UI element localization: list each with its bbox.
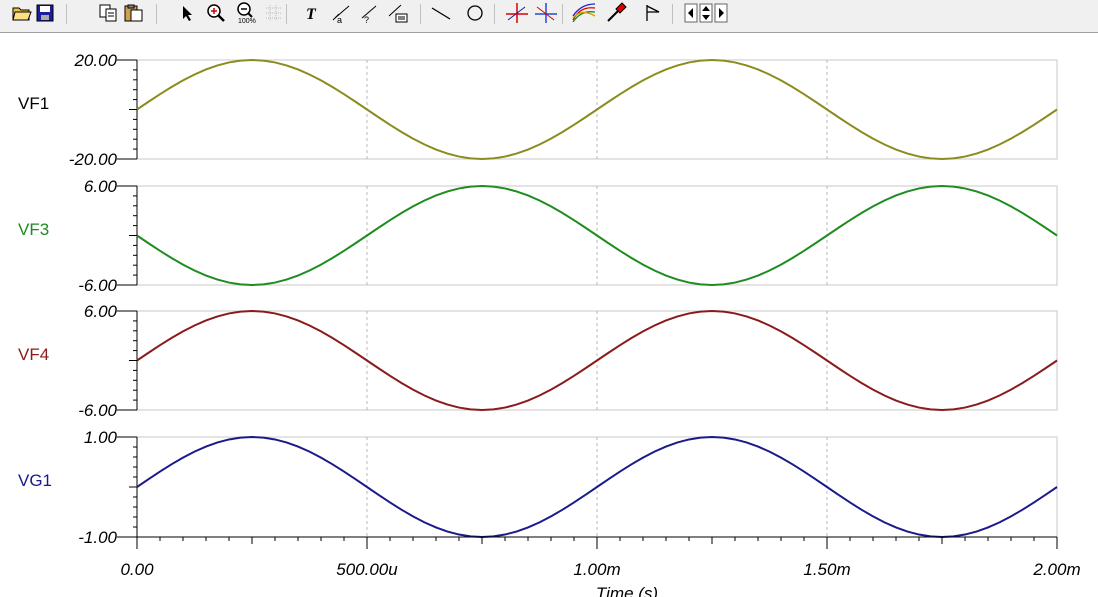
y-min-label: -6.00: [78, 401, 117, 420]
cursor-a-button[interactable]: a: [329, 0, 355, 26]
paste-icon: [124, 4, 144, 22]
svg-text:a: a: [337, 15, 342, 24]
zoom-in-button[interactable]: [203, 0, 229, 26]
grid-button[interactable]: [261, 0, 287, 26]
series-line-vf1: [136, 58, 1058, 161]
x-tick-label: 0.00: [120, 560, 154, 579]
pointer-icon: [180, 4, 194, 22]
curves-icon: [571, 2, 597, 24]
probe-icon: [605, 2, 627, 24]
cursor-table-button[interactable]: [384, 0, 412, 26]
line-tool-button[interactable]: [428, 0, 454, 26]
zoom-100-button[interactable]: 100%: [233, 0, 261, 26]
y-min-label: -20.00: [69, 150, 118, 169]
save-file-icon: [36, 4, 54, 22]
y-max-label: 1.00: [84, 428, 118, 447]
x-tick-label: 2.00m: [1032, 560, 1080, 579]
crosshair-red-icon: [505, 2, 529, 24]
series-label: VF3: [18, 220, 49, 239]
scroll-left-icon: [684, 3, 698, 23]
svg-text:T: T: [306, 6, 317, 22]
curves-button[interactable]: [569, 0, 599, 26]
scroll-right-button[interactable]: [712, 0, 730, 26]
y-min-label: -6.00: [78, 276, 117, 295]
x-tick-label: 1.50m: [803, 560, 850, 579]
toolbar-separator: [420, 4, 421, 24]
zoom-in-icon: [206, 3, 226, 23]
marker-button[interactable]: [641, 0, 667, 26]
toolbar-separator: [286, 4, 287, 24]
paste-button[interactable]: [121, 0, 147, 26]
scroll-updown-icon: [699, 3, 713, 23]
scroll-right-icon: [714, 3, 728, 23]
open-file-icon: [12, 4, 32, 22]
copy-button[interactable]: [96, 0, 122, 26]
text-tool-icon: T: [304, 4, 322, 22]
copy-icon: [99, 4, 119, 22]
save-file-button[interactable]: [32, 0, 58, 26]
series-line-vg1: [136, 435, 1058, 539]
x-tick-label: 500.00u: [336, 560, 398, 579]
svg-text:100%: 100%: [238, 18, 256, 24]
crosshair-red-button[interactable]: [503, 0, 531, 26]
x-tick-label: 1.00m: [573, 560, 620, 579]
circle-tool-icon: [465, 3, 485, 23]
toolbar-separator: [156, 4, 157, 24]
svg-text:?: ?: [364, 15, 369, 24]
crosshair-blue-button[interactable]: [532, 0, 560, 26]
series-line-vf4: [136, 309, 1058, 412]
toolbar-separator: [562, 4, 563, 24]
grid-icon: [264, 4, 284, 22]
series-label: VF4: [18, 345, 49, 364]
y-max-label: 6.00: [84, 302, 118, 321]
series-label: VG1: [18, 471, 52, 490]
circle-tool-button[interactable]: [462, 0, 488, 26]
series-label: VF1: [18, 94, 49, 113]
cursor-b-icon: ?: [358, 2, 380, 24]
x-axis-label: Time (s): [596, 584, 658, 597]
cursor-table-icon: [386, 2, 410, 24]
scroll-left-button[interactable]: [682, 0, 700, 26]
cursor-a-icon: a: [331, 2, 353, 24]
toolbar-separator: [672, 4, 673, 24]
toolbar-separator: [494, 4, 495, 24]
toolbar-separator: [66, 4, 67, 24]
probe-button[interactable]: [602, 0, 630, 26]
y-max-label: 20.00: [73, 51, 117, 70]
cursor-b-button[interactable]: ?: [356, 0, 382, 26]
y-min-label: -1.00: [78, 528, 117, 547]
pointer-button[interactable]: [178, 0, 196, 26]
line-tool-icon: [430, 4, 452, 22]
y-max-label: 6.00: [84, 177, 118, 196]
zoom-100-icon: 100%: [236, 2, 258, 24]
series-line-vf3: [136, 184, 1058, 287]
scroll-updown-button[interactable]: [697, 0, 715, 26]
oscilloscope-plot: 20.00 -20.00 VF1 6.00 -6.00 VF3 6.00 -6.00 VF4 1.…: [18, 51, 1081, 597]
marker-icon: [644, 3, 664, 23]
text-tool-button[interactable]: T: [300, 0, 326, 26]
crosshair-blue-icon: [534, 2, 558, 24]
open-file-button[interactable]: [9, 0, 35, 26]
